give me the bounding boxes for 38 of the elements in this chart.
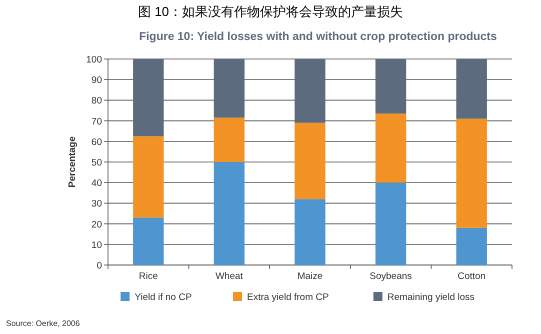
- x-tick-label: Cotton: [458, 271, 486, 282]
- y-tick-label: 10: [91, 240, 102, 251]
- bar: [456, 118, 487, 228]
- x-tick-label: Rice: [138, 271, 158, 282]
- bar: [456, 59, 487, 119]
- chart-title: 图 10：如果没有作物保护将会导致的产量损失: [138, 4, 404, 19]
- y-tick-label: 20: [91, 219, 102, 230]
- y-tick-label: 50: [91, 158, 102, 168]
- source-note: Source: Oerke, 2006: [6, 319, 80, 328]
- x-tick-label: Soybeans: [370, 271, 412, 282]
- bar: [133, 136, 164, 218]
- bar: [375, 59, 406, 114]
- y-axis-title: Percentage: [67, 136, 78, 188]
- bar: [214, 118, 245, 162]
- y-tick-label: 80: [91, 96, 102, 107]
- bar: [133, 59, 164, 136]
- bar: [375, 114, 406, 183]
- bar: [214, 59, 245, 118]
- bar: [294, 199, 326, 265]
- y-tick-label: 0: [96, 260, 102, 272]
- y-tick-label: 100: [86, 54, 102, 66]
- bar: [133, 218, 164, 265]
- y-tick-label: 90: [91, 75, 102, 86]
- bar: [375, 182, 406, 265]
- y-tick-label: 30: [91, 198, 102, 210]
- y-tick-label: 60: [91, 136, 102, 148]
- chart-subtitle: Figure 10: Yield losses with and without crop protection products: [139, 31, 497, 43]
- y-tick-label: 70: [91, 116, 102, 128]
- x-tick-label: Maize: [297, 271, 323, 282]
- legend-label: Yield if no CP: [134, 292, 192, 303]
- bar: [294, 122, 326, 200]
- legend-label: Extra yield from CP: [247, 292, 329, 303]
- legend-label: Remaining yield loss: [387, 292, 475, 303]
- bar: [214, 162, 245, 265]
- bar: [294, 59, 326, 123]
- y-tick-label: 40: [91, 178, 102, 190]
- bar: [456, 228, 487, 265]
- x-tick-label: Wheat: [215, 271, 244, 282]
